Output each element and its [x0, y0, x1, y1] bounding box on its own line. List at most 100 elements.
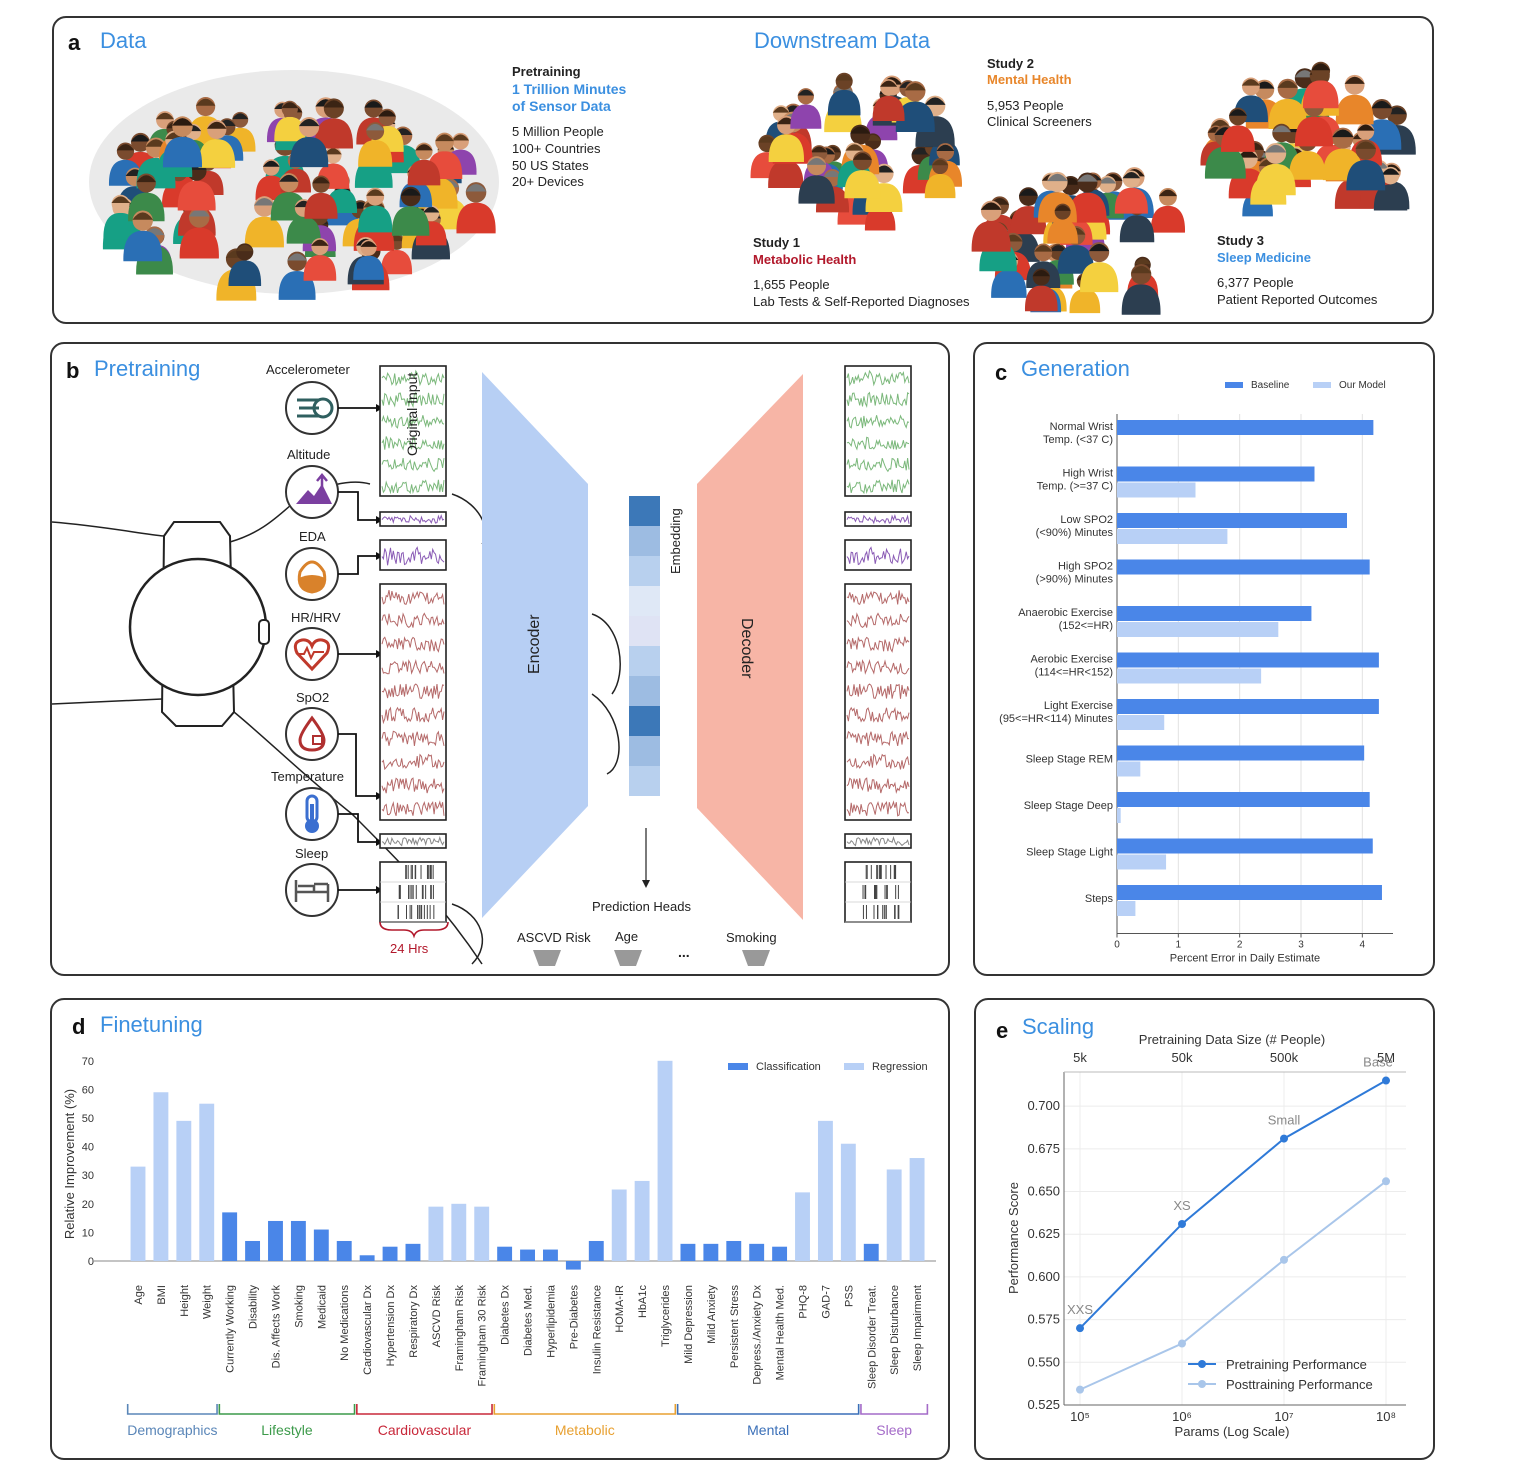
bar-baseline: [1117, 513, 1347, 528]
x-tick-label: 10⁷: [1274, 1409, 1293, 1424]
finetune-bar: [886, 1169, 902, 1261]
group-label: Cardiovascular: [378, 1422, 472, 1438]
bar-baseline: [1117, 885, 1382, 900]
finetune-bar: [863, 1243, 879, 1261]
bar-our-model: [1117, 901, 1136, 916]
person-figure: [179, 207, 219, 259]
sensor-label: EDA: [299, 529, 326, 544]
crowd-study3-illustration: [1200, 61, 1416, 217]
category-label: Age: [133, 1285, 145, 1305]
study3-people: 6,377 People: [1217, 275, 1294, 290]
finetune-bar: [703, 1243, 719, 1261]
signal-box: [844, 539, 912, 571]
person-figure: [358, 187, 393, 233]
embedding-cell: [629, 556, 660, 586]
person-figure: [303, 238, 337, 281]
person-figure: [1346, 139, 1386, 191]
crowd-illustrations: [89, 61, 1416, 315]
panel-b-pretraining: b Pretraining: [50, 342, 950, 976]
legend-swatch: [1225, 382, 1243, 388]
finetune-bar: [245, 1240, 261, 1261]
top-tick-label: 50k: [1172, 1050, 1193, 1065]
signal-box: [379, 365, 447, 497]
panel-a-letter: a: [68, 30, 81, 55]
legend-marker: [1198, 1360, 1206, 1368]
finetune-bar: [840, 1143, 856, 1261]
time-brace: [379, 921, 449, 939]
study3-detail: Patient Reported Outcomes: [1217, 292, 1378, 307]
point-label: XS: [1173, 1198, 1191, 1213]
x-tick-label: 2: [1237, 940, 1243, 951]
signal-trace: [381, 835, 445, 847]
bar-our-model: [1117, 622, 1279, 637]
category-label: Sleep Stage Deep: [1024, 800, 1113, 812]
y-tick-label: 0: [88, 1256, 94, 1268]
person-figure: [289, 117, 329, 168]
original-input-label: Original Input: [404, 372, 420, 456]
person-figure: [1024, 268, 1058, 312]
x-tick-label: 4: [1360, 940, 1366, 951]
person-figure: [108, 142, 143, 186]
sensor-label: Sleep: [295, 846, 329, 861]
category-label: Mental Health Med.: [775, 1285, 787, 1380]
signal-trace: [381, 479, 445, 495]
category-label: Diabetes Dx: [500, 1285, 512, 1345]
signal-trace: [846, 683, 910, 700]
pretraining-highlight-line1: 1 Trillion Minutes: [512, 81, 627, 97]
category-label: Insulin Resistance: [591, 1285, 603, 1374]
pretraining-heading: Pretraining: [512, 64, 581, 79]
study2-people: 5,953 People: [987, 98, 1064, 113]
signal-trace: [381, 546, 445, 566]
signal-box: [379, 833, 447, 849]
x-tick-label: 10⁸: [1376, 1409, 1396, 1424]
decoder-block: [697, 374, 803, 920]
group-label: Metabolic: [555, 1422, 615, 1438]
finetune-bar: [336, 1240, 352, 1261]
signal-trace: [846, 730, 910, 747]
category-label: Dis. Affects Work: [270, 1285, 282, 1369]
embedding-vector: [629, 496, 660, 796]
group-label: Sleep: [876, 1422, 912, 1438]
bar-baseline: [1117, 420, 1374, 435]
heart-icon: [285, 627, 339, 681]
head-label-ellipsis: ...: [678, 944, 690, 960]
person-figure: [1121, 263, 1161, 315]
person-figure: [224, 111, 256, 152]
category-label: Persistent Stress: [729, 1285, 741, 1369]
embedding-cell: [629, 676, 660, 706]
group-bracket: [860, 1404, 929, 1415]
pretraining-stat: 100+ Countries: [512, 141, 601, 156]
legend-swatch: [1313, 382, 1331, 388]
point-label: Base: [1363, 1055, 1393, 1070]
category-label: High Wrist: [1062, 468, 1113, 480]
finetune-bar: [497, 1246, 513, 1261]
x-axis-label: Params (Log Scale): [1175, 1424, 1290, 1439]
person-figure: [895, 81, 935, 133]
head-label-age: Age: [615, 929, 639, 944]
category-label: High SPO2: [1058, 561, 1113, 573]
series-line: [1079, 1079, 1387, 1329]
person-figure: [1255, 143, 1296, 196]
person-figure: [1114, 170, 1148, 214]
signal-trace: [381, 436, 445, 451]
finetune-bar: [817, 1120, 833, 1261]
category-label: (152<=HR): [1059, 620, 1113, 632]
category-label: Temp. (>=37 C): [1037, 481, 1113, 493]
finetuning-bar-chart: 0 10 20 30 40 50 60 70 Relative Improvement (%) A…: [62, 1056, 936, 1438]
series-point: [1382, 1177, 1390, 1186]
x-tick-label: 3: [1298, 940, 1304, 951]
pretraining-highlight-line2: of Sensor Data: [512, 98, 611, 114]
finetune-bar: [382, 1246, 398, 1261]
sensor-label: SpO2: [296, 690, 330, 705]
series-point: [1076, 1324, 1084, 1333]
group-bracket: [676, 1404, 860, 1415]
person-figure: [123, 210, 163, 262]
crowd-pretraining-illustration: [102, 96, 496, 301]
time-label: 24 Hrs: [390, 941, 429, 956]
category-label: Low SPO2: [1060, 514, 1113, 526]
sensor-label: Altitude: [287, 447, 331, 462]
person-figure: [358, 122, 393, 167]
signal-trace: [846, 436, 910, 451]
person-figure: [255, 159, 287, 201]
panel-b-letter: b: [66, 358, 80, 383]
